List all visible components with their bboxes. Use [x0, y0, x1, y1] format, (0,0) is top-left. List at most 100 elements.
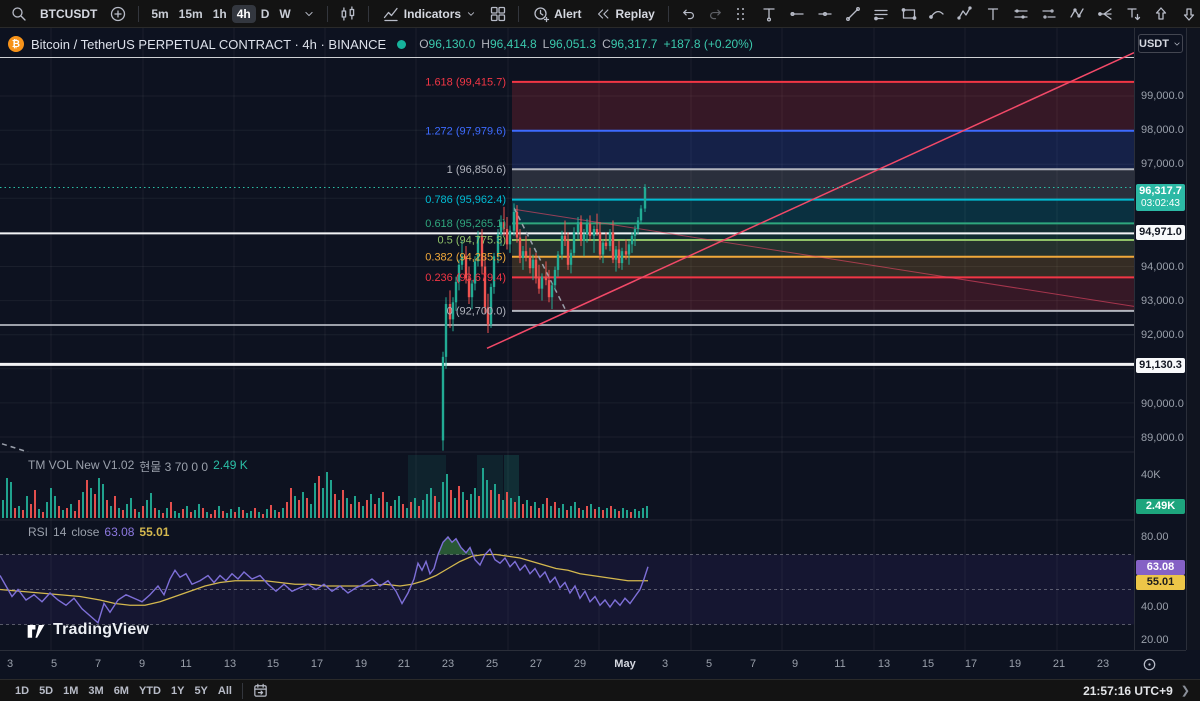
price-badge: 2.49K [1136, 499, 1185, 514]
divider [241, 682, 243, 699]
chart-style-candles-icon[interactable] [335, 3, 361, 25]
time-axis-label: 17 [310, 658, 324, 670]
volume-indicator-legend[interactable]: TM VOL New V1.02 현물 3 70 0 0 2.49 K [28, 458, 248, 475]
measure-icon[interactable] [756, 3, 782, 25]
time-axis-label: 15 [921, 658, 935, 670]
indicators-button[interactable]: Indicators [376, 3, 483, 25]
chevron-down-icon[interactable] [298, 5, 320, 23]
range-5y[interactable]: 5Y [194, 684, 208, 697]
range-1d[interactable]: 1D [15, 684, 30, 697]
price-axis-label: 40.00 [1141, 601, 1169, 613]
symbol-search-icon[interactable] [6, 3, 32, 25]
go-to-date-icon[interactable] [248, 680, 273, 701]
tradingview-logo-icon [27, 625, 45, 638]
ohlc-readout: O96,130.0 H96,414.8 L96,051.3 C96,317.7 … [419, 37, 753, 51]
time-axis-settings-icon[interactable] [1141, 656, 1158, 673]
volume-indicator-name: TM VOL New V1.02 [28, 458, 135, 472]
interval-D[interactable]: D [260, 6, 270, 21]
range-5d[interactable]: 5D [39, 684, 54, 697]
rsi-indicator-legend[interactable]: RSI 14 close 63.08 55.01 [28, 525, 169, 539]
currency-label: USDT [1139, 37, 1169, 50]
price-axis-label: 94,000.0 [1141, 261, 1184, 273]
time-axis-label: 9 [791, 658, 799, 670]
price-axis-label: 90,000.0 [1141, 398, 1184, 410]
replay-button[interactable]: Replay [589, 4, 660, 24]
range-1y[interactable]: 1Y [170, 684, 185, 697]
rsi-source: close [71, 525, 100, 539]
rsi-name: RSI [28, 525, 49, 539]
time-axis-label: 19 [1008, 658, 1022, 670]
fib-label: 0.236 (93,679.4) [425, 272, 506, 284]
price-axis-label: 20.00 [1141, 634, 1169, 646]
time-axis-label: 27 [529, 658, 543, 670]
arrow-up-icon[interactable] [1148, 3, 1174, 25]
range-all[interactable]: All [217, 684, 232, 697]
time-axis-label: 17 [964, 658, 978, 670]
symbol-legend[interactable]: ₿ Bitcoin / TetherUS PERPETUAL CONTRACT … [8, 36, 753, 52]
date-range-switcher: 1D 5D 1M 3M 6M YTD 1Y 5Y All [10, 685, 237, 697]
replay-label: Replay [615, 6, 655, 21]
time-axis-label: 21 [1052, 658, 1066, 670]
fib-label: 0.786 (95,962.4) [425, 194, 506, 206]
time-axis-label: 15 [266, 658, 280, 670]
toolbar-left: BTCUSDT 5m 15m 1h 4h D W Indicators Alert Rep… [6, 3, 728, 25]
layout-templates-icon[interactable] [485, 3, 511, 25]
collapse-panel-chevron[interactable]: ❯ [1180, 685, 1190, 697]
arrow-down-icon[interactable] [1176, 3, 1200, 25]
interval-switcher: 5m 15m 1h 4h D W [146, 4, 295, 23]
rectangle-icon[interactable] [896, 3, 922, 25]
parallel-channel-icon[interactable] [868, 3, 894, 25]
short-position-icon[interactable] [1036, 3, 1062, 25]
tradingview-wordmark: TradingView [53, 621, 150, 638]
compare-add-icon[interactable] [105, 3, 131, 25]
session-clock[interactable]: 21:57:16 UTC+9 [1083, 683, 1173, 698]
long-position-icon[interactable] [1008, 3, 1034, 25]
symbol-button[interactable]: BTCUSDT [40, 6, 98, 21]
price-badge: 63.08 [1136, 560, 1185, 575]
alert-button[interactable]: Alert [526, 3, 587, 25]
chevron-down-icon [1174, 42, 1180, 45]
horizontal-line-icon[interactable] [784, 3, 810, 25]
price-axis-label: 89,000.0 [1141, 432, 1184, 444]
range-ytd[interactable]: YTD [138, 684, 161, 697]
drag-handle-icon[interactable] [728, 3, 754, 25]
redo-icon[interactable] [703, 3, 728, 24]
interval-5m[interactable]: 5m [151, 6, 169, 21]
volume-value: 2.49 K [213, 458, 248, 472]
elliott-wave-icon[interactable] [952, 3, 978, 25]
range-3m[interactable]: 3M [88, 684, 104, 697]
divider [367, 5, 369, 22]
price-axis[interactable]: USDT 99,000.0 98,000.0 97,000.0 94,000.0 93,… [1134, 28, 1185, 650]
time-axis-label: 11 [834, 658, 846, 670]
anchored-text-icon[interactable] [1120, 3, 1146, 25]
text-icon[interactable] [980, 3, 1006, 25]
range-1m[interactable]: 1M [63, 684, 79, 697]
interval-W[interactable]: W [279, 6, 291, 21]
replay-rewind-icon [598, 8, 609, 19]
horizontal-ray-icon[interactable] [812, 3, 838, 25]
pitchfork-icon[interactable] [1092, 3, 1118, 25]
range-6m[interactable]: 6M [113, 684, 129, 697]
price-axis-label: 40K [1141, 469, 1161, 481]
undo-icon[interactable] [676, 3, 701, 24]
price-axis-label: 97,000.0 [1141, 158, 1184, 170]
time-axis[interactable]: 3 5 7 9 11 13 15 17 19 21 23 25 27 29 May 3 5 7 9 11 13 15 17 1… [0, 650, 1186, 678]
interval-4h[interactable]: 4h [231, 4, 256, 23]
bottom-toolbar: 1D 5D 1M 3M 6M YTD 1Y 5Y All 21:57:16 UTC+9 ❯ [0, 679, 1200, 701]
chart-canvas[interactable]: 1.618 (99,415.7) 1.272 (97,979.6) 1 (96,85… [0, 28, 1134, 650]
tradingview-logo[interactable]: TradingView [26, 620, 149, 640]
interval-15m[interactable]: 15m [178, 6, 203, 21]
curve-icon[interactable] [924, 3, 950, 25]
price-badge: 96,317.7 03:02:43 [1136, 184, 1185, 211]
symbol-title: Bitcoin / TetherUS PERPETUAL CONTRACT · … [31, 36, 387, 52]
price-badge: 91,130.3 [1136, 358, 1185, 373]
trend-line-icon[interactable] [840, 3, 866, 25]
rsi-value: 63.08 [104, 525, 135, 539]
price-pane[interactable] [0, 52, 1134, 452]
top-toolbar: BTCUSDT 5m 15m 1h 4h D W Indicators Alert Rep… [0, 0, 1200, 28]
chart-stage: 1.618 (99,415.7) 1.272 (97,979.6) 1 (96,85… [0, 28, 1200, 650]
fib-label: 1.618 (99,415.7) [425, 76, 506, 88]
xabcd-pattern-icon[interactable] [1064, 3, 1090, 25]
currency-selector[interactable]: USDT [1138, 34, 1183, 53]
interval-1h[interactable]: 1h [212, 6, 227, 21]
